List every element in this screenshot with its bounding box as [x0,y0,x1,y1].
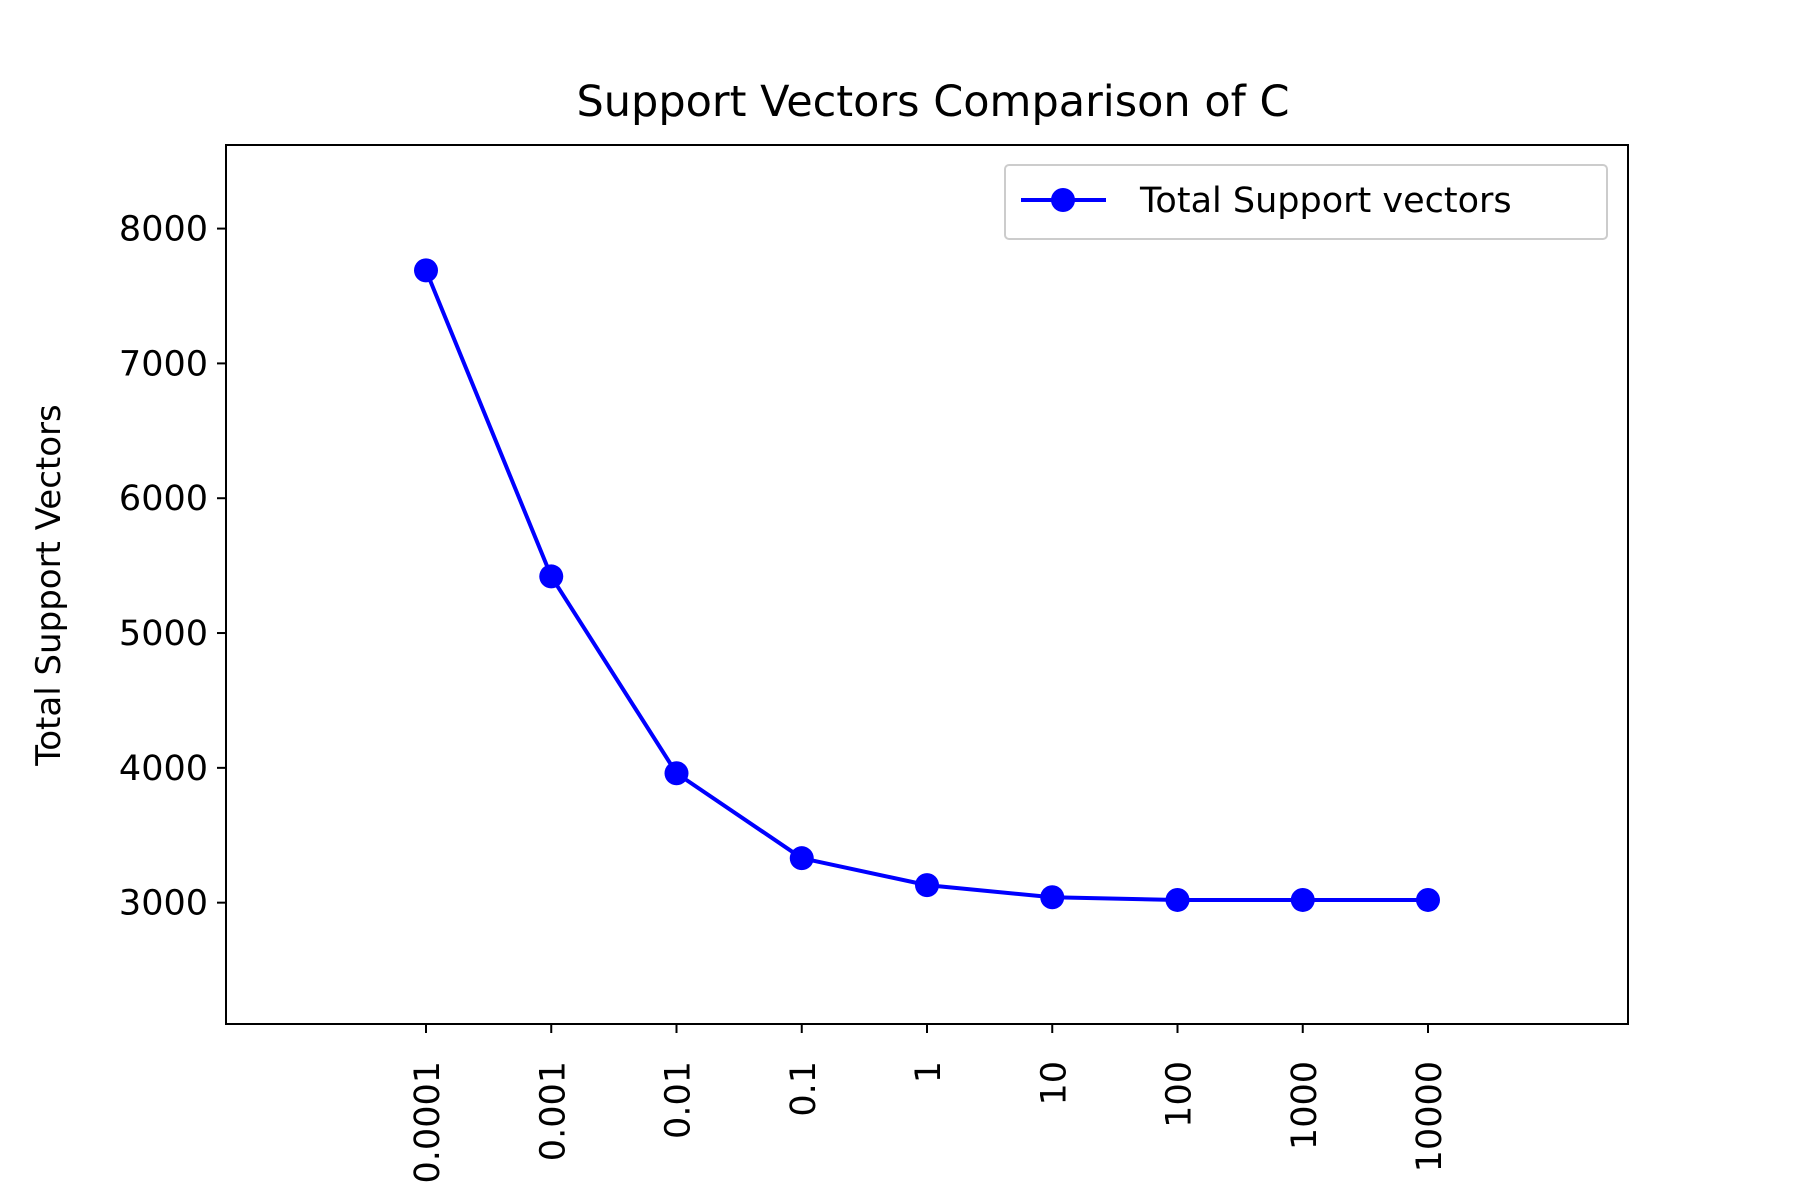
y-axis: 3000 4000 5000 6000 7000 8000 [119,210,226,924]
series-layer [414,258,1440,912]
x-tick-label: 0.01 [659,1061,699,1139]
y-tick-label: 3000 [119,884,208,924]
x-tick-label: 0.001 [533,1061,573,1161]
data-point [1040,885,1065,910]
data-point [539,564,564,589]
y-tick-label: 4000 [119,749,208,789]
y-tick-label: 7000 [119,344,208,384]
y-axis-label: Total Support Vectors [29,404,69,766]
x-tick-label: 1 [909,1061,949,1083]
x-tick-label: 10000 [1410,1061,1450,1172]
x-tick-label: 10 [1034,1061,1074,1106]
data-point [915,873,939,898]
legend: Total Support vectors [1004,164,1608,240]
x-tick-label: 0.0001 [408,1061,448,1183]
chart-title: Support Vectors Comparison of C [576,77,1289,127]
data-point [1416,887,1440,912]
legend-box [1004,164,1608,240]
data-point [1165,887,1190,912]
legend-marker [1051,188,1075,212]
legend-label: Total Support vectors [1139,181,1512,221]
x-tick-label: 100 [1160,1061,1200,1128]
x-tick-label: 0.1 [784,1061,824,1117]
x-axis: 0.0001 0.001 0.01 0.1 1 10 100 1000 10000 [408,1024,1450,1183]
data-point [414,258,438,283]
y-tick-label: 5000 [119,614,208,654]
data-point [664,761,689,786]
data-point [1290,887,1315,912]
y-tick-label: 8000 [119,210,208,250]
y-tick-label: 6000 [119,479,208,519]
data-point [789,846,814,871]
x-tick-label: 1000 [1285,1061,1325,1150]
